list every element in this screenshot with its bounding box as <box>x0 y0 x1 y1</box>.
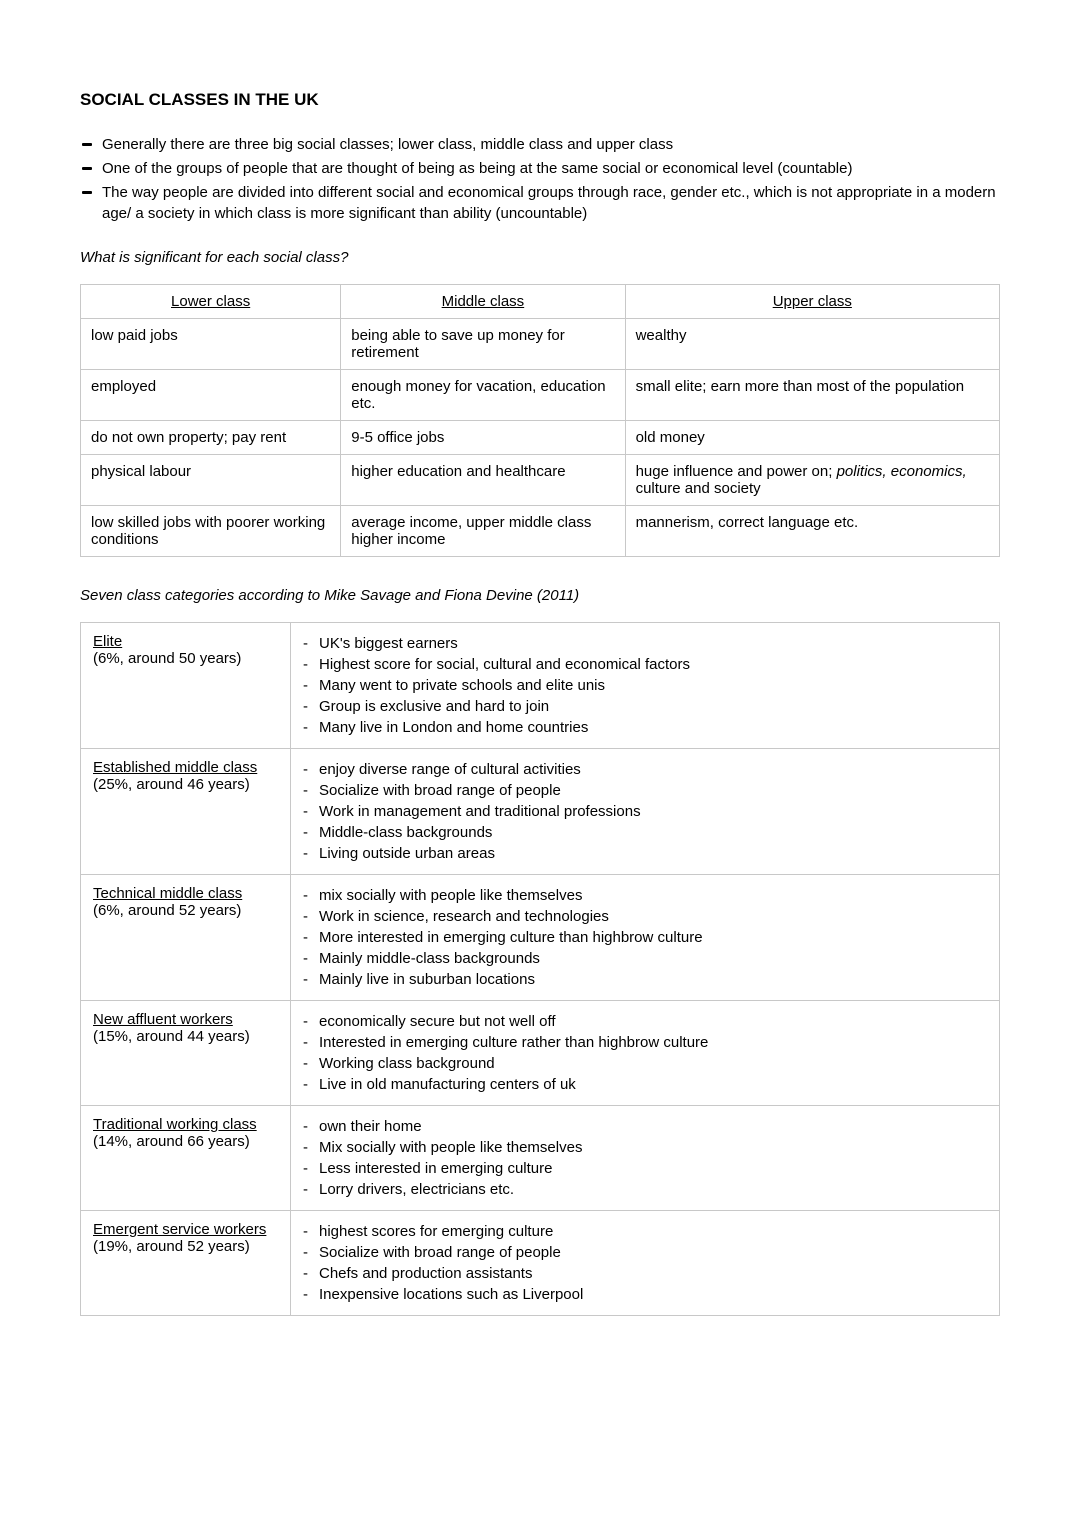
category-row: Emergent service workers(19%, around 52 … <box>81 1211 1000 1316</box>
category-name: Emergent service workers <box>93 1221 266 1238</box>
table-cell: low paid jobs <box>81 319 341 370</box>
table-row: physical labourhigher education and heal… <box>81 455 1000 506</box>
category-point: highest scores for emerging culture <box>303 1221 987 1242</box>
category-point: Less interested in emerging culture <box>303 1158 987 1179</box>
category-point-list: economically secure but not well offInte… <box>303 1011 987 1095</box>
category-point: Working class background <box>303 1053 987 1074</box>
category-label-cell: Traditional working class(14%, around 66… <box>81 1106 291 1211</box>
table-header: Lower class <box>81 285 341 319</box>
category-points-cell: mix socially with people like themselves… <box>291 875 1000 1001</box>
category-point: Mainly live in suburban locations <box>303 969 987 990</box>
category-point: Live in old manufacturing centers of uk <box>303 1074 987 1095</box>
category-point: Mix socially with people like themselves <box>303 1137 987 1158</box>
page-title: SOCIAL CLASSES IN THE UK <box>80 90 1000 110</box>
category-meta: (14%, around 66 years) <box>93 1133 250 1150</box>
category-label-cell: Emergent service workers(19%, around 52 … <box>81 1211 291 1316</box>
table-cell: mannerism, correct language etc. <box>625 506 999 557</box>
subheading-1: What is significant for each social clas… <box>80 249 1000 266</box>
category-name: Traditional working class <box>93 1116 257 1133</box>
category-row: Traditional working class(14%, around 66… <box>81 1106 1000 1211</box>
category-point-list: own their homeMix socially with people l… <box>303 1116 987 1200</box>
category-label-cell: Elite(6%, around 50 years) <box>81 623 291 749</box>
table-cell: huge influence and power on; politics, e… <box>625 455 999 506</box>
category-label-cell: New affluent workers(15%, around 44 year… <box>81 1001 291 1106</box>
category-meta: (19%, around 52 years) <box>93 1238 250 1255</box>
table-cell: higher education and healthcare <box>341 455 625 506</box>
category-point: UK's biggest earners <box>303 633 987 654</box>
table-cell: low skilled jobs with poorer working con… <box>81 506 341 557</box>
table-header: Upper class <box>625 285 999 319</box>
category-point: Chefs and production assistants <box>303 1263 987 1284</box>
category-name: New affluent workers <box>93 1011 233 1028</box>
category-point: Work in science, research and technologi… <box>303 906 987 927</box>
table-cell: small elite; earn more than most of the … <box>625 370 999 421</box>
intro-bullet: The way people are divided into differen… <box>80 182 1000 226</box>
table-cell: physical labour <box>81 455 341 506</box>
table-cell: do not own property; pay rent <box>81 421 341 455</box>
category-point: Group is exclusive and hard to join <box>303 696 987 717</box>
category-point: Lorry drivers, electricians etc. <box>303 1179 987 1200</box>
table-cell: wealthy <box>625 319 999 370</box>
category-points-cell: enjoy diverse range of cultural activiti… <box>291 749 1000 875</box>
category-point-list: mix socially with people like themselves… <box>303 885 987 990</box>
category-point: Socialize with broad range of people <box>303 780 987 801</box>
category-point: Mainly middle-class backgrounds <box>303 948 987 969</box>
category-point: enjoy diverse range of cultural activiti… <box>303 759 987 780</box>
category-row: Elite(6%, around 50 years)UK's biggest e… <box>81 623 1000 749</box>
category-name: Technical middle class <box>93 885 242 902</box>
category-meta: (6%, around 52 years) <box>93 902 241 919</box>
table-row: low paid jobsbeing able to save up money… <box>81 319 1000 370</box>
category-meta: (15%, around 44 years) <box>93 1028 250 1045</box>
category-point: Highest score for social, cultural and e… <box>303 654 987 675</box>
seven-categories-table: Elite(6%, around 50 years)UK's biggest e… <box>80 622 1000 1316</box>
category-points-cell: UK's biggest earnersHighest score for so… <box>291 623 1000 749</box>
intro-bullet: One of the groups of people that are tho… <box>80 158 1000 180</box>
category-label-cell: Technical middle class(6%, around 52 yea… <box>81 875 291 1001</box>
category-point-list: highest scores for emerging cultureSocia… <box>303 1221 987 1305</box>
table-row: low skilled jobs with poorer working con… <box>81 506 1000 557</box>
category-point-list: UK's biggest earnersHighest score for so… <box>303 633 987 738</box>
category-point-list: enjoy diverse range of cultural activiti… <box>303 759 987 864</box>
category-point: Many live in London and home countries <box>303 717 987 738</box>
category-point: Living outside urban areas <box>303 843 987 864</box>
class-comparison-table: Lower classMiddle classUpper class low p… <box>80 284 1000 557</box>
category-point: Socialize with broad range of people <box>303 1242 987 1263</box>
category-point: Many went to private schools and elite u… <box>303 675 987 696</box>
subheading-2: Seven class categories according to Mike… <box>80 587 1000 604</box>
table-cell: enough money for vacation, education etc… <box>341 370 625 421</box>
category-point: Interested in emerging culture rather th… <box>303 1032 987 1053</box>
intro-bullet-list: Generally there are three big social cla… <box>80 134 1000 225</box>
table-cell: average income, upper middle class highe… <box>341 506 625 557</box>
category-meta: (6%, around 50 years) <box>93 650 241 667</box>
category-points-cell: highest scores for emerging cultureSocia… <box>291 1211 1000 1316</box>
category-meta: (25%, around 46 years) <box>93 776 250 793</box>
category-point: economically secure but not well off <box>303 1011 987 1032</box>
category-label-cell: Established middle class(25%, around 46 … <box>81 749 291 875</box>
table-cell: 9-5 office jobs <box>341 421 625 455</box>
category-points-cell: economically secure but not well offInte… <box>291 1001 1000 1106</box>
category-point: Middle-class backgrounds <box>303 822 987 843</box>
category-row: New affluent workers(15%, around 44 year… <box>81 1001 1000 1106</box>
category-point: More interested in emerging culture than… <box>303 927 987 948</box>
category-name: Established middle class <box>93 759 257 776</box>
category-point: own their home <box>303 1116 987 1137</box>
category-points-cell: own their homeMix socially with people l… <box>291 1106 1000 1211</box>
table-cell: employed <box>81 370 341 421</box>
table-header: Middle class <box>341 285 625 319</box>
category-point: Inexpensive locations such as Liverpool <box>303 1284 987 1305</box>
intro-bullet: Generally there are three big social cla… <box>80 134 1000 156</box>
table-row: do not own property; pay rent9-5 office … <box>81 421 1000 455</box>
document-page: SOCIAL CLASSES IN THE UK Generally there… <box>0 0 1080 1376</box>
category-point: Work in management and traditional profe… <box>303 801 987 822</box>
category-row: Technical middle class(6%, around 52 yea… <box>81 875 1000 1001</box>
category-name: Elite <box>93 633 122 650</box>
table-cell: old money <box>625 421 999 455</box>
category-row: Established middle class(25%, around 46 … <box>81 749 1000 875</box>
table-row: employedenough money for vacation, educa… <box>81 370 1000 421</box>
category-point: mix socially with people like themselves <box>303 885 987 906</box>
table-cell: being able to save up money for retireme… <box>341 319 625 370</box>
